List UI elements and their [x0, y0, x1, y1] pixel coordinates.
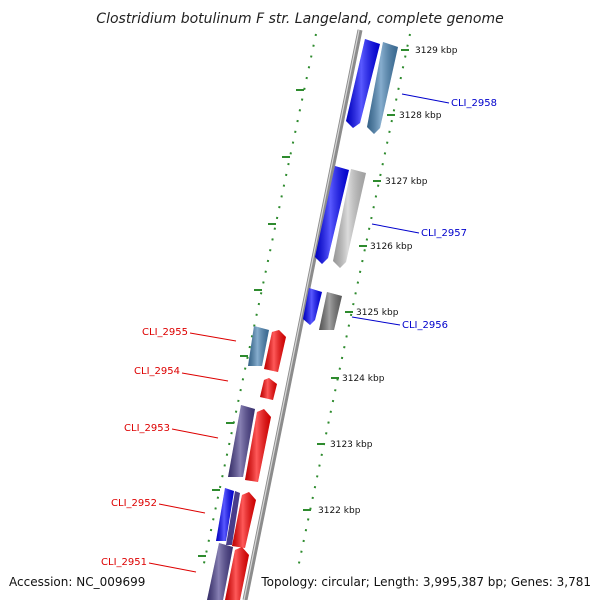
scale-label: 3128 kbp [399, 111, 442, 121]
gene-label-cli-2958[interactable]: CLI_2958 [451, 98, 497, 109]
major-ticks-outer [303, 49, 409, 511]
forward-gene-labels: CLI_2958 CLI_2957 CLI_2956 [351, 93, 497, 331]
reverse-genes [207, 326, 286, 600]
scale-label: 3122 kbp [318, 506, 361, 516]
scale-label: 3129 kbp [415, 46, 458, 56]
genome-backbone [242, 29, 363, 600]
scale-labels: 3129 kbp 3128 kbp 3127 kbp 3126 kbp 3125… [318, 46, 458, 516]
scale-label: 3126 kbp [370, 242, 413, 252]
tick-dots-inner [202, 33, 317, 569]
gene-cli-2952-slate[interactable] [226, 491, 240, 545]
gene-label-cli-2952[interactable]: CLI_2952 [111, 498, 157, 509]
gene-label-cli-2955[interactable]: CLI_2955 [142, 327, 188, 338]
scale-label: 3124 kbp [342, 374, 385, 384]
scale-label: 3123 kbp [330, 440, 373, 450]
gene-label-cli-2956[interactable]: CLI_2956 [402, 320, 448, 331]
accession-text: Accession: NC_009699 [9, 575, 145, 589]
gene-label-cli-2954[interactable]: CLI_2954 [134, 366, 180, 377]
forward-genes [303, 39, 398, 330]
gene-label-cli-2953[interactable]: CLI_2953 [124, 423, 170, 434]
gene-label-cli-2957[interactable]: CLI_2957 [421, 228, 467, 239]
topology-text: Topology: circular; Length: 3,995,387 bp… [260, 575, 591, 589]
gene-label-cli-2951[interactable]: CLI_2951 [101, 557, 147, 568]
major-ticks-inner [198, 89, 304, 557]
scale-label: 3127 kbp [385, 177, 428, 187]
scale-label: 3125 kbp [356, 308, 399, 318]
map-title: Clostridium botulinum F str. Langeland, … [96, 11, 503, 27]
reverse-gene-labels: CLI_2955 CLI_2954 CLI_2953 CLI_2952 CLI_… [101, 327, 237, 573]
